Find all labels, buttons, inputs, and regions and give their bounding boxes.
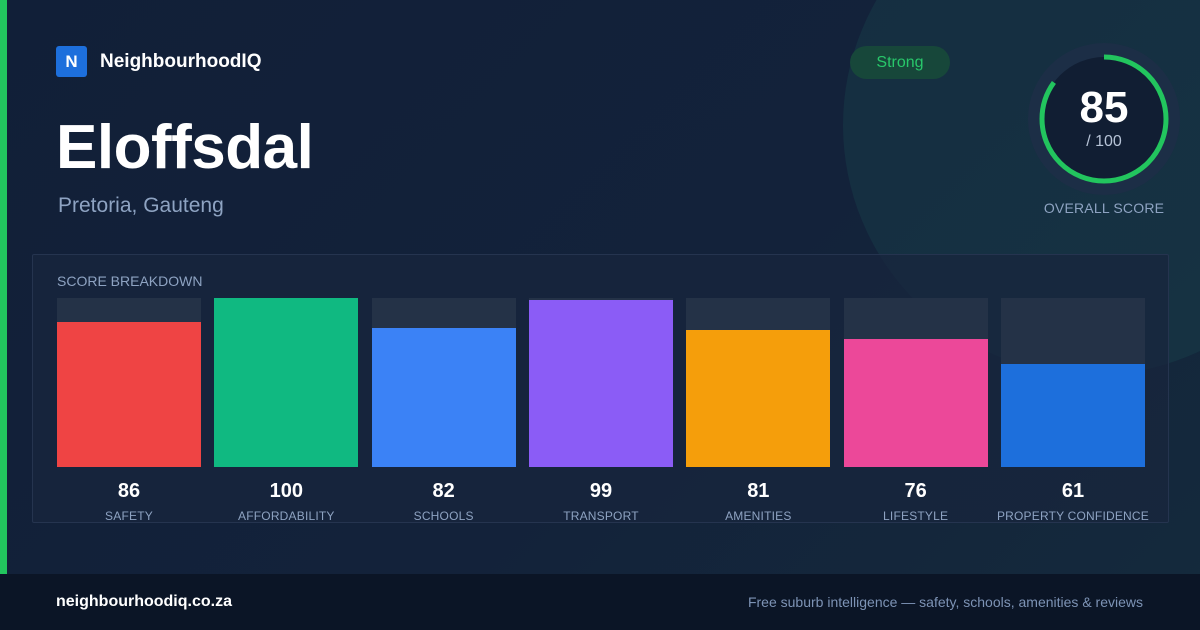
bar-schools: 82 SCHOOLS — [371, 298, 516, 524]
overall-score-max: / 100 — [1086, 133, 1122, 150]
bar-value-lifestyle: 76 — [904, 480, 927, 502]
bar-track-schools — [371, 298, 516, 467]
brand-logo-icon: N — [56, 46, 87, 77]
footer: neighbourhoodiq.co.za Free suburb intell… — [0, 574, 1200, 630]
suburb-location: Pretoria, Gauteng — [58, 194, 224, 217]
bar-label-property-confidence: PROPERTY CONFIDENCE — [996, 509, 1149, 523]
score-ring-graphic — [1028, 43, 1180, 195]
bar-value-amenities: 81 — [747, 480, 770, 502]
footer-domain: neighbourhoodiq.co.za — [56, 593, 232, 610]
score-breakdown-title: SCORE BREAKDOWN — [57, 273, 203, 289]
bar-label-affordability: AFFORDABILITY — [238, 509, 335, 523]
score-breakdown-panel: SCORE BREAKDOWN 86 SAFETY 100 AFFORDABILITY… — [32, 254, 1169, 523]
bar-track-transport — [528, 298, 673, 467]
bar-fill-lifestyle — [843, 338, 988, 467]
bar-fill-amenities — [686, 330, 831, 467]
bar-track-safety — [57, 298, 201, 467]
bar-value-safety: 86 — [117, 480, 141, 502]
bar-fill-property-confidence — [1000, 363, 1145, 467]
suburb-title: Eloffsdal — [56, 113, 314, 182]
bar-lifestyle: 76 LIFESTYLE — [843, 298, 988, 524]
overall-score-ring: 85 / 100 — [1028, 43, 1180, 195]
bar-track-affordability — [214, 298, 359, 467]
bar-label-transport: TRANSPORT — [563, 509, 639, 523]
bar-track-lifestyle — [843, 298, 988, 467]
bar-value-transport: 99 — [589, 480, 613, 502]
brand: N NeighbourhoodIQ — [56, 46, 261, 77]
bar-transport: 99 TRANSPORT — [528, 298, 673, 524]
bar-property-confidence: 61 PROPERTY CONFIDENCE — [997, 298, 1149, 524]
bar-safety: 86 SAFETY — [57, 298, 201, 524]
bar-amenities: 81 AMENITIES — [686, 298, 831, 524]
brand-name: NeighbourhoodIQ — [100, 50, 262, 72]
overall-score-value: 85 — [1079, 83, 1129, 132]
bar-fill-schools — [371, 328, 516, 467]
bar-fill-affordability — [214, 298, 359, 467]
bar-track-amenities — [686, 298, 831, 467]
overall-score-caption: OVERALL SCORE — [1043, 200, 1165, 216]
score-ring-arc — [1039, 54, 1169, 184]
footer-tagline: Free suburb intelligence — safety, schoo… — [747, 594, 1143, 610]
bar-label-schools: SCHOOLS — [413, 509, 474, 523]
bar-fill-transport — [528, 299, 673, 467]
bar-value-affordability: 100 — [269, 480, 304, 502]
bar-fill-safety — [57, 321, 201, 467]
score-breakdown-chart: 86 SAFETY 100 AFFORDABILITY 82 SCHOOLS 99 TRANS… — [57, 298, 1149, 524]
bar-track-property-confidence — [1000, 298, 1145, 467]
bar-label-lifestyle: LIFESTYLE — [883, 509, 949, 523]
bar-label-amenities: AMENITIES — [725, 509, 792, 523]
bar-affordability: 100 AFFORDABILITY — [214, 298, 359, 524]
status-badge: Strong — [850, 46, 950, 79]
score-ring-center — [1042, 57, 1166, 181]
bar-value-schools: 82 — [432, 480, 455, 502]
bar-value-property-confidence: 61 — [1061, 480, 1085, 502]
bar-label-safety: SAFETY — [105, 509, 153, 523]
accent-bar — [0, 0, 7, 574]
